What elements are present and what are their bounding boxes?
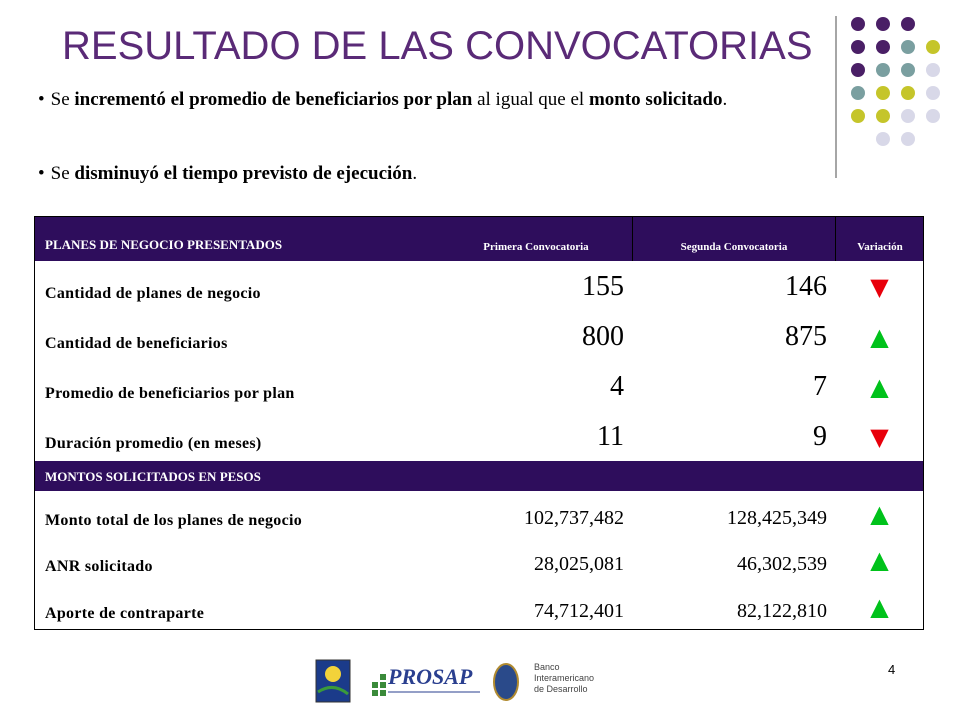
variation-arrow: ▼ (870, 423, 889, 451)
variation-arrow: ▲ (870, 373, 889, 401)
decoration (835, 16, 940, 178)
bullet: • Se incrementó el promedio de beneficiar… (38, 86, 818, 113)
value-cell: 146 (785, 271, 827, 302)
variation-arrow: ▼ (870, 273, 889, 301)
value-cell: 102,737,482 (524, 506, 624, 529)
bullet-text: disminuyó el tiempo previsto de ejecució… (74, 163, 413, 184)
header-cell: Primera Convocatoria (483, 241, 589, 253)
table-row: ANR solicitado 28,025,081 46,302,539 ▲ (35, 538, 923, 585)
table-row: Monto total de los planes de negocio 102,… (35, 491, 923, 538)
footer-logos: PROSAP (315, 659, 519, 703)
value-cell: 128,425,349 (727, 506, 827, 529)
row-label: ANR solicitado (45, 558, 153, 576)
bullet-dot: • (38, 89, 45, 110)
header-row: PLANES DE NEGOCIO PRESENTADOS Primera Con… (35, 217, 923, 261)
header-cell: Variación (835, 217, 924, 261)
header-cell: PLANES DE NEGOCIO PRESENTADOS (45, 237, 283, 252)
bullet-text: incrementó el promedio de beneficiarios … (74, 89, 473, 110)
value-cell: 28,025,081 (534, 553, 624, 576)
table-row: Aporte de contraparte 74,712,401 82,122,81… (35, 584, 923, 631)
value-cell: 155 (582, 271, 624, 302)
value-cell: 9 (813, 421, 827, 452)
value-cell: 875 (785, 321, 827, 352)
row-label: Cantidad de planes de negocio (45, 285, 261, 302)
variation-arrow: ▲ (870, 546, 889, 575)
results-table: PLANES DE NEGOCIO PRESENTADOS Primera Con… (34, 216, 924, 630)
logo-text: PROSAP (387, 664, 473, 689)
bank-line: de Desarrollo (534, 684, 588, 694)
variation-arrow: ▲ (870, 593, 889, 622)
table-row: Cantidad de beneficiarios 800 875 ▲ (35, 311, 923, 361)
section-row: MONTOS SOLICITADOS EN PESOS (35, 461, 923, 491)
dots (851, 17, 940, 146)
bank-line: Interamericano (534, 673, 595, 683)
row-label: Monto total de los planes de negocio (45, 511, 303, 529)
variation-arrow: ▲ (870, 499, 889, 528)
row-label: Promedio de beneficiarios por plan (45, 385, 295, 402)
bullet-text: Se (50, 163, 75, 184)
bullet-text: monto solicitado (588, 89, 723, 110)
bullet-text: . (722, 89, 728, 110)
bullet-text: Se (50, 89, 75, 110)
table-row: Promedio de beneficiarios por plan 4 7 ▲ (35, 361, 923, 411)
bullet: • Se disminuyó el tiempo previsto de ejec… (38, 160, 818, 187)
bullet-text: . (412, 163, 418, 184)
row-label: Aporte de contraparte (45, 605, 205, 623)
row-label: Cantidad de beneficiarios (45, 335, 228, 352)
value-cell: 82,122,810 (737, 600, 827, 623)
value-cell: 46,302,539 (737, 553, 827, 576)
bullet-text: al igual que el (472, 89, 589, 110)
value-cell: 11 (597, 421, 624, 452)
bank-line: Banco (534, 662, 560, 672)
value-cell: 4 (610, 371, 624, 402)
value-cell: 800 (582, 321, 624, 352)
slide-title: RESULTADO DE LAS CONVOCATORIAS (62, 24, 813, 68)
row-label: Duración promedio (en meses) (45, 435, 262, 452)
variation-arrow: ▲ (870, 323, 889, 351)
value-cell: 7 (813, 371, 827, 402)
bullet-dot: • (38, 163, 45, 184)
page-number: 4 (888, 662, 896, 677)
table-row: Cantidad de planes de negocio 155 146 ▼ (35, 261, 923, 311)
header-cell: Segunda Convocatoria (632, 217, 835, 261)
value-cell: 74,712,401 (534, 600, 624, 623)
bank-name: Banco Interamericano de Desarrollo (534, 662, 594, 695)
table-row: Duración promedio (en meses) 11 9 ▼ (35, 411, 923, 461)
